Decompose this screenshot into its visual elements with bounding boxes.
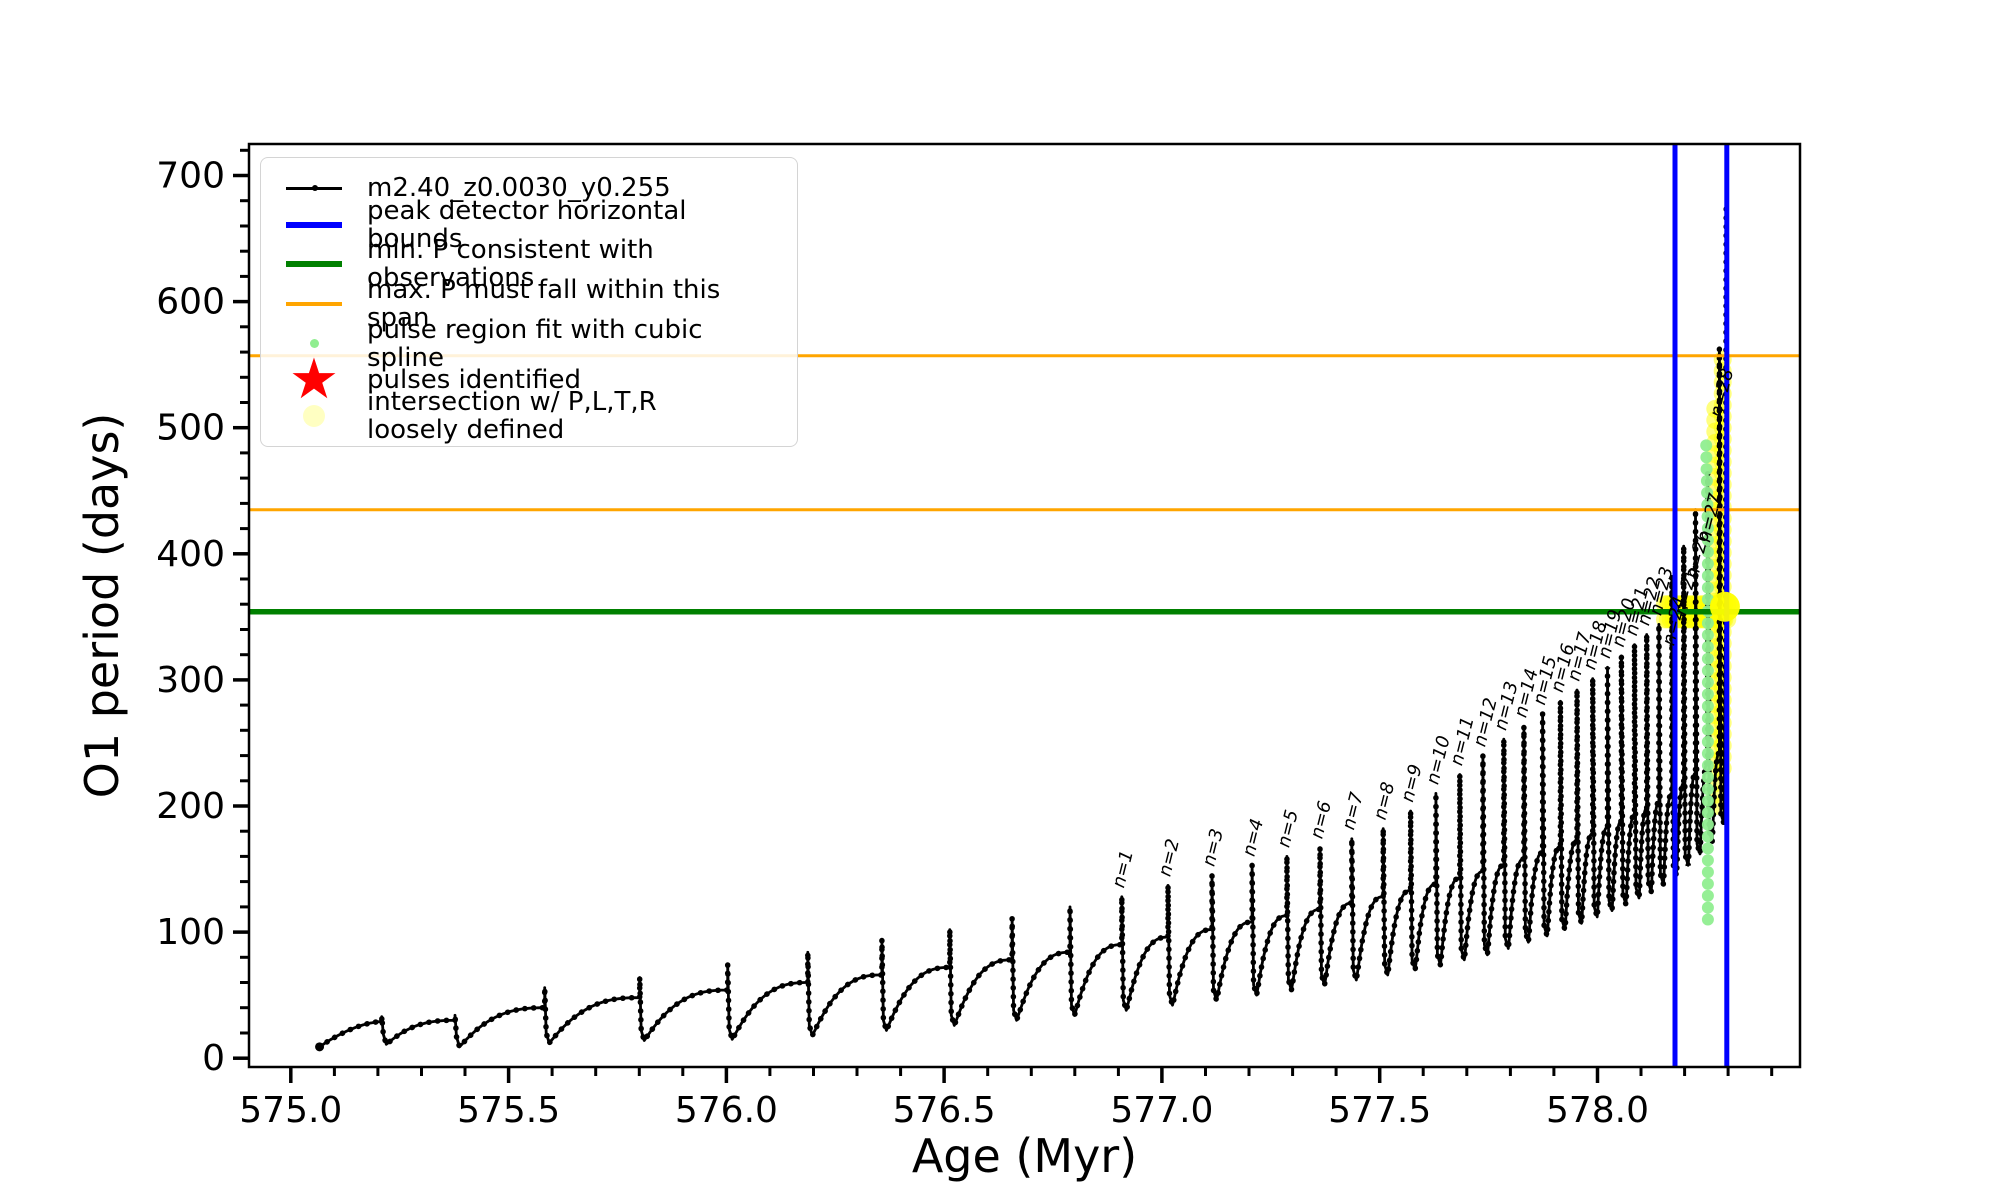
y-axis-title: O1 period (days) xyxy=(75,413,129,799)
legend-label: pulse region fit with cubic spline xyxy=(367,314,703,373)
legend-label: m2.40_z0.0030_y0.255 xyxy=(367,173,671,204)
y-tick-label: 400 xyxy=(156,534,225,575)
y-tick-label: 700 xyxy=(156,156,225,197)
legend-entry-peak-bounds: peak detector horizontal bounds xyxy=(275,197,779,253)
pulse-label-n4: n=4 xyxy=(1239,817,1269,859)
y-tick-label: 500 xyxy=(156,408,225,449)
x-tick-label: 577.0 xyxy=(1110,1090,1213,1131)
legend-entry-pulses: ★ pulses identified xyxy=(275,351,779,407)
x-tick-label: 578.0 xyxy=(1546,1090,1649,1131)
intersection-big-blob xyxy=(1709,591,1740,622)
y-tick-label: 300 xyxy=(156,660,225,701)
pulse-label-n7: n=7 xyxy=(1338,790,1368,832)
x-axis-ticks: 575.0 575.5 576.0 576.5 577.0 577.5 578.0 xyxy=(239,1067,1774,1131)
pulse-label-n28: n=28 xyxy=(1706,366,1738,419)
y-tick-label: 100 xyxy=(156,912,225,953)
legend-entry-max-p: max. P must fall within this span xyxy=(275,276,779,332)
legend-label: max. P must fall within this span xyxy=(367,274,721,333)
x-tick-label: 576.5 xyxy=(893,1090,996,1131)
legend-label: peak detector horizontal bounds xyxy=(367,195,687,254)
y-tick-label: 0 xyxy=(202,1038,225,1079)
legend-entry-spline: pulse region fit with cubic spline xyxy=(275,315,779,372)
orange-line-icon xyxy=(275,301,353,306)
x-tick-label: 575.0 xyxy=(239,1090,342,1131)
legend-label: intersection w/ P,L,T,R loosely defined xyxy=(367,387,657,446)
pulse-label-n1: n=1 xyxy=(1108,848,1138,890)
green-line-icon xyxy=(275,261,353,268)
pulse-number-labels: n=1 n=2 n=3 n=4 n=5 n=6 n=7 n=8n=9n=10n=11n=12n… xyxy=(1108,366,1738,890)
legend-box: m2.40_z0.0030_y0.255 peak detector horiz… xyxy=(260,157,798,447)
x-tick-label: 575.5 xyxy=(457,1090,560,1131)
legend-label: min. P consistent with observations xyxy=(367,235,654,294)
line-dot-marker-icon xyxy=(275,185,353,191)
legend-entry-series: m2.40_z0.0030_y0.255 xyxy=(275,172,779,205)
x-tick-label: 576.0 xyxy=(675,1090,778,1131)
yellow-dot-icon xyxy=(275,405,353,428)
red-star-icon: ★ xyxy=(288,346,340,412)
pulse-label-n3: n=3 xyxy=(1198,827,1228,869)
y-tick-label: 200 xyxy=(156,786,225,827)
pulse-label-n9: n=9 xyxy=(1397,762,1427,804)
legend-entry-min-p: min. P consistent with observations xyxy=(275,236,779,292)
evolution-track-markers xyxy=(316,204,1729,1053)
track-start-dot xyxy=(315,1042,325,1052)
legend-entry-intersection: intersection w/ P,L,T,R loosely defined xyxy=(275,388,779,444)
green-dot-icon xyxy=(275,339,353,349)
pulse-label-n2: n=2 xyxy=(1154,837,1184,879)
x-axis-title: Age (Myr) xyxy=(912,1129,1137,1183)
y-tick-label: 600 xyxy=(156,282,225,323)
pulse-label-n6: n=6 xyxy=(1306,799,1336,841)
pulse-label-n8: n=8 xyxy=(1370,780,1400,822)
y-axis-ticks: 0 100 200 300 400 500 600 700 xyxy=(156,148,249,1079)
x-tick-label: 577.5 xyxy=(1328,1090,1431,1131)
legend-label: pulses identified xyxy=(367,364,582,395)
blue-line-icon xyxy=(275,221,353,228)
pulse-label-n5: n=5 xyxy=(1273,808,1303,850)
